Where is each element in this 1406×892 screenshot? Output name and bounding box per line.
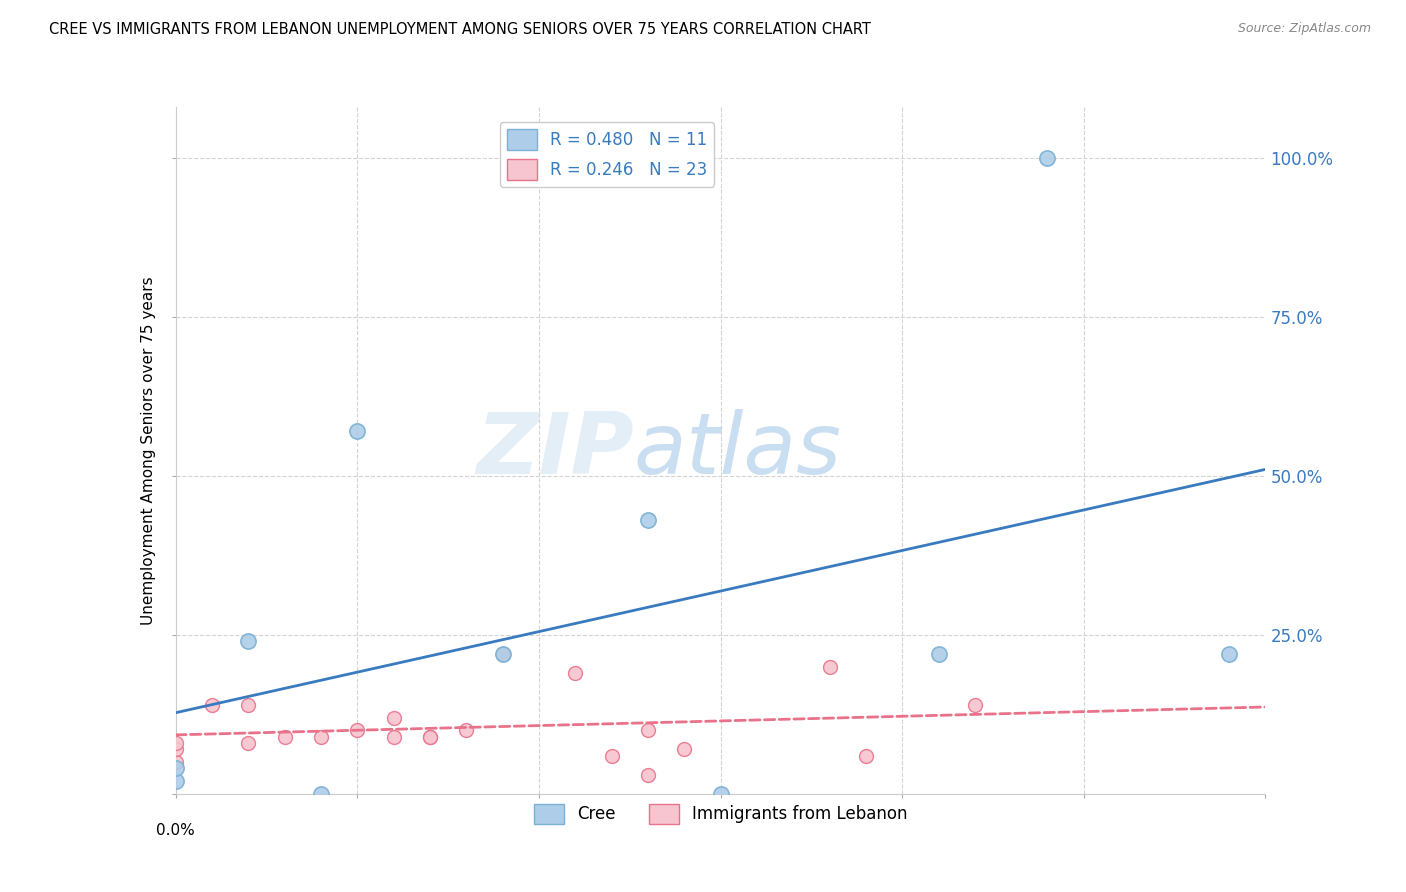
Point bbox=[637, 513, 659, 527]
Legend: Cree, Immigrants from Lebanon: Cree, Immigrants from Lebanon bbox=[527, 797, 914, 830]
Point bbox=[492, 647, 515, 661]
Point bbox=[238, 698, 260, 712]
Point bbox=[637, 768, 659, 782]
Text: 0.0%: 0.0% bbox=[156, 823, 195, 838]
Point bbox=[710, 787, 733, 801]
Point bbox=[346, 723, 368, 738]
Point bbox=[165, 755, 187, 769]
Point bbox=[600, 748, 623, 763]
Point bbox=[165, 761, 187, 775]
Point bbox=[928, 647, 950, 661]
Point bbox=[165, 742, 187, 756]
Point bbox=[238, 634, 260, 648]
Point bbox=[382, 710, 405, 724]
Point bbox=[238, 736, 260, 750]
Text: CREE VS IMMIGRANTS FROM LEBANON UNEMPLOYMENT AMONG SENIORS OVER 75 YEARS CORRELA: CREE VS IMMIGRANTS FROM LEBANON UNEMPLOY… bbox=[49, 22, 872, 37]
Text: Source: ZipAtlas.com: Source: ZipAtlas.com bbox=[1237, 22, 1371, 36]
Point bbox=[165, 736, 187, 750]
Point bbox=[456, 723, 478, 738]
Point bbox=[564, 666, 586, 681]
Point bbox=[419, 730, 441, 744]
Point bbox=[855, 748, 877, 763]
Point bbox=[201, 698, 224, 712]
Point bbox=[382, 730, 405, 744]
Text: ZIP: ZIP bbox=[475, 409, 633, 492]
Point bbox=[492, 647, 515, 661]
Y-axis label: Unemployment Among Seniors over 75 years: Unemployment Among Seniors over 75 years bbox=[141, 277, 156, 624]
Point bbox=[346, 425, 368, 439]
Point bbox=[309, 787, 332, 801]
Point bbox=[818, 659, 841, 673]
Point bbox=[165, 774, 187, 789]
Point bbox=[419, 730, 441, 744]
Point bbox=[1218, 647, 1240, 661]
Point bbox=[673, 742, 696, 756]
Point bbox=[309, 730, 332, 744]
Point bbox=[1036, 151, 1059, 165]
Text: atlas: atlas bbox=[633, 409, 841, 492]
Point bbox=[274, 730, 297, 744]
Point bbox=[637, 723, 659, 738]
Point bbox=[963, 698, 986, 712]
